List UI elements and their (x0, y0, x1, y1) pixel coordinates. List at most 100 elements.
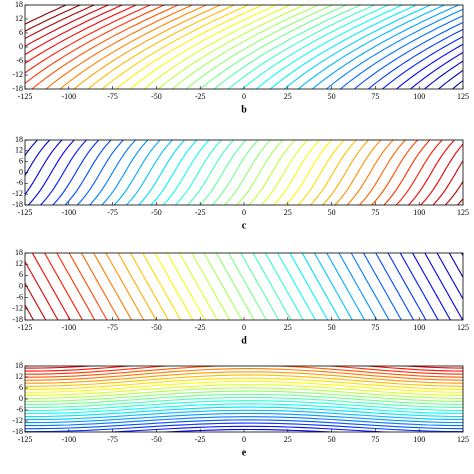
contour-line (44, 253, 83, 320)
contour-line (432, 159, 463, 205)
x-tick-label: 50 (328, 92, 336, 101)
contour-line (68, 253, 108, 320)
x-tick-label: 25 (284, 323, 292, 332)
x-tick-label: 0 (242, 92, 246, 101)
contour-line (25, 5, 165, 84)
y-tick-label: 12 (15, 14, 23, 23)
contour-line (25, 384, 463, 396)
contour-line (89, 140, 136, 205)
contour-line (76, 140, 124, 205)
contour-line (185, 5, 333, 89)
contour-line (213, 5, 361, 89)
x-tick-label: 100 (413, 435, 425, 444)
contour-line (25, 416, 463, 427)
x-tick-label: -100 (61, 435, 76, 444)
contour-line (175, 140, 222, 205)
contour-line (25, 5, 109, 47)
contour-line (25, 377, 463, 390)
contour-line (410, 51, 463, 89)
caption: e (242, 447, 247, 458)
x-tick-label: 125 (457, 323, 469, 332)
contour-line (25, 366, 463, 378)
contour-line (283, 5, 431, 89)
contour-line (325, 8, 463, 89)
contour-line (350, 253, 390, 320)
contour-line (264, 253, 304, 320)
contour-line (408, 140, 455, 205)
contour-line (93, 253, 132, 320)
y-tick-label: -18 (12, 200, 23, 209)
x-tick-label: 0 (242, 435, 246, 444)
x-tick-label: -100 (61, 92, 76, 101)
contour-line (354, 21, 463, 89)
contour-line (199, 140, 247, 205)
caption: b (241, 104, 247, 115)
contour-line (467, 5, 474, 89)
contour-line (25, 390, 463, 402)
contour-line (25, 5, 137, 64)
contour-line (191, 253, 231, 320)
contour-line (105, 253, 145, 320)
contour-line (395, 140, 443, 205)
contour-line (340, 15, 463, 89)
contour-line (236, 140, 284, 205)
x-tick-label: -25 (195, 208, 206, 217)
x-tick-label: -75 (107, 435, 118, 444)
contour-line (115, 5, 263, 89)
y-tick-label: 12 (15, 372, 23, 381)
contour-line (334, 140, 382, 205)
contour-line (25, 400, 463, 412)
x-tick-label: -50 (151, 323, 162, 332)
contour-line (129, 5, 277, 89)
contour-line (25, 412, 463, 424)
contour-line (399, 253, 439, 320)
contour-line (470, 140, 474, 205)
x-tick-label: 0 (242, 323, 246, 332)
x-tick-label: 50 (328, 435, 336, 444)
y-tick-label: 0 (19, 394, 23, 403)
contour-line (199, 5, 347, 89)
contour-line (142, 253, 182, 320)
y-tick-label: -6 (16, 405, 23, 414)
x-tick-label: 0 (242, 208, 246, 217)
contour-line (25, 366, 463, 375)
y-tick-label: 6 (19, 270, 23, 279)
contour-line (444, 180, 463, 205)
contour-line (59, 5, 207, 89)
contour-line (179, 253, 218, 320)
y-tick-label: 0 (19, 42, 23, 51)
contour-line (25, 422, 463, 432)
contour-line (448, 253, 463, 279)
contour-line (338, 253, 378, 320)
contour-line (117, 253, 157, 320)
y-tick-label: 0 (19, 167, 23, 176)
contour-line (40, 140, 87, 205)
contour-line (368, 28, 463, 89)
y-tick-label: 6 (19, 156, 23, 165)
x-tick-label: 125 (457, 92, 469, 101)
panel: -125 -100 -75 -50 -25 0 25 50 75 100 125 -18 -12 -6 0 6… (12, 135, 474, 231)
contour-line (25, 419, 463, 430)
y-tick-label: -18 (12, 427, 23, 436)
x-tick-label: 75 (371, 92, 379, 101)
contour-line (25, 349, 463, 362)
contour-line (45, 5, 193, 89)
contour-line (387, 253, 427, 320)
y-tick-label: 12 (15, 146, 23, 155)
contour-line (73, 5, 221, 89)
contour-line (25, 387, 463, 399)
x-tick-label: 125 (457, 208, 469, 217)
contour-line (25, 406, 463, 418)
contour-line (187, 140, 235, 205)
contour-line (0, 253, 9, 320)
caption: c (242, 220, 247, 231)
contour-line (363, 253, 402, 320)
contour-line (130, 253, 169, 320)
contour-line (273, 140, 320, 205)
contour-line (269, 5, 417, 89)
x-tick-label: 100 (413, 208, 425, 217)
x-tick-label: -75 (107, 323, 118, 332)
contour-line (252, 253, 292, 320)
contour-line (241, 5, 389, 89)
y-tick-label: -12 (12, 416, 23, 425)
